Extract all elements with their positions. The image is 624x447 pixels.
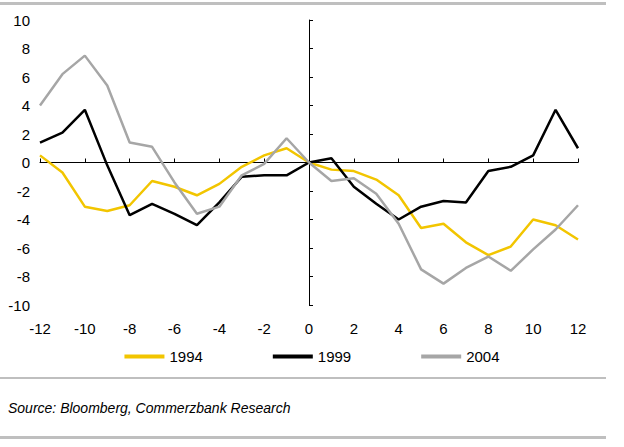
svg-text:-12: -12 xyxy=(29,320,51,337)
svg-text:0: 0 xyxy=(305,320,313,337)
svg-text:0: 0 xyxy=(22,154,30,171)
svg-text:2004: 2004 xyxy=(466,348,499,365)
svg-text:6: 6 xyxy=(22,69,30,86)
svg-text:-2: -2 xyxy=(257,320,270,337)
svg-text:12: 12 xyxy=(570,320,587,337)
svg-text:1994: 1994 xyxy=(169,348,202,365)
svg-text:-6: -6 xyxy=(17,240,30,257)
svg-text:-2: -2 xyxy=(17,183,30,200)
svg-text:10: 10 xyxy=(525,320,542,337)
svg-text:4: 4 xyxy=(22,97,30,114)
svg-text:2: 2 xyxy=(350,320,358,337)
svg-text:-10: -10 xyxy=(74,320,96,337)
svg-text:8: 8 xyxy=(22,40,30,57)
svg-text:6: 6 xyxy=(439,320,447,337)
svg-text:-4: -4 xyxy=(213,320,226,337)
svg-text:-6: -6 xyxy=(168,320,181,337)
svg-text:-4: -4 xyxy=(17,211,30,228)
svg-text:1999: 1999 xyxy=(318,348,351,365)
svg-text:-10: -10 xyxy=(8,297,30,314)
svg-text:2: 2 xyxy=(22,126,30,143)
svg-text:4: 4 xyxy=(394,320,402,337)
svg-text:10: 10 xyxy=(13,12,30,29)
svg-text:-8: -8 xyxy=(17,268,30,285)
svg-text:Source: Bloomberg, Commerzbank: Source: Bloomberg, Commerzbank Research xyxy=(8,400,291,416)
svg-text:8: 8 xyxy=(484,320,492,337)
svg-text:-8: -8 xyxy=(123,320,136,337)
